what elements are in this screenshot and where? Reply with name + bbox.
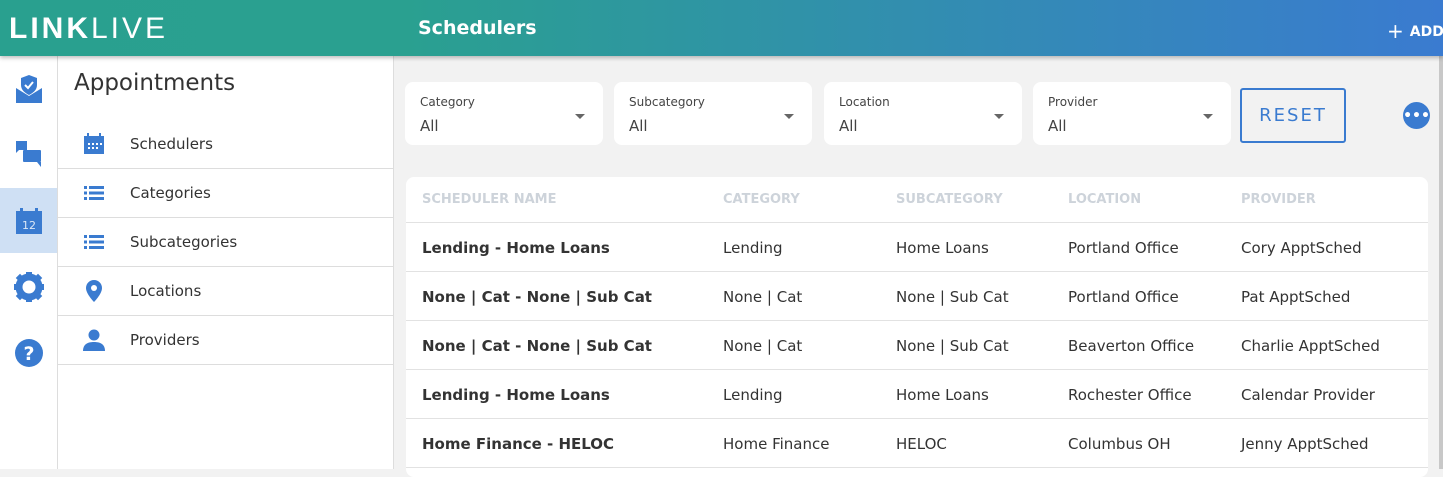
- dropdown-arrow-icon: [994, 114, 1004, 119]
- sidebar: Appointments Schedulers Categories Subca…: [58, 56, 394, 469]
- filter-label: Location: [839, 95, 890, 109]
- reset-button[interactable]: RESET: [1240, 88, 1346, 143]
- table-cell: None | Sub Cat: [896, 288, 1009, 306]
- help-icon: ?: [14, 338, 43, 367]
- logo-light: LIVE: [91, 12, 169, 45]
- column-header[interactable]: SUBCATEGORY: [896, 192, 1003, 207]
- location-pin-icon: [86, 280, 102, 302]
- rail-item-chat[interactable]: [0, 121, 57, 186]
- table-row[interactable]: None | Cat - None | Sub Cat None | Cat Non…: [406, 321, 1428, 370]
- table-cell: Rochester Office: [1068, 386, 1192, 404]
- table-cell: Columbus OH: [1068, 435, 1171, 453]
- column-header[interactable]: PROVIDER: [1241, 192, 1316, 207]
- sidebar-item-locations[interactable]: Locations: [58, 267, 393, 316]
- table-cell: Cory ApptSched: [1241, 239, 1362, 257]
- more-options-icon[interactable]: •••: [1403, 102, 1430, 129]
- shield-mail-icon: [15, 74, 42, 103]
- filter-label: Subcategory: [629, 95, 705, 109]
- list-icon: [84, 186, 104, 200]
- rail-item-calendar[interactable]: 12: [0, 188, 57, 253]
- logo-bold: LINK: [9, 12, 91, 45]
- sidebar-item-categories[interactable]: Categories: [58, 169, 393, 218]
- dropdown-arrow-icon: [575, 114, 585, 119]
- table-row[interactable]: Lending - Home Loans Lending Home Loans Por…: [406, 223, 1428, 272]
- schedulers-table: SCHEDULER NAME CATEGORY SUBCATEGORY LOCA…: [406, 177, 1428, 477]
- sidebar-item-providers[interactable]: Providers: [58, 316, 393, 365]
- table-row[interactable]: Home Finance - HELOC Home Finance HELOC Col…: [406, 419, 1428, 468]
- filter-label: Category: [420, 95, 475, 109]
- rail-item-shield-mail[interactable]: [0, 56, 57, 121]
- filter-label: Provider: [1048, 95, 1098, 109]
- sidebar-item-label: Schedulers: [130, 135, 213, 153]
- person-icon: [83, 329, 105, 351]
- dropdown-arrow-icon: [1203, 114, 1213, 119]
- table-cell: Pat ApptSched: [1241, 288, 1351, 306]
- scrollbar[interactable]: [1439, 56, 1443, 469]
- plus-icon: +: [1387, 19, 1404, 43]
- sidebar-item-subcategories[interactable]: Subcategories: [58, 218, 393, 267]
- page-title: Schedulers: [418, 17, 537, 39]
- sidebar-title: Appointments: [74, 70, 236, 96]
- gear-icon: [13, 271, 44, 302]
- category-filter[interactable]: Category All: [405, 82, 603, 145]
- table-cell: None | Cat - None | Sub Cat: [422, 337, 652, 355]
- table-row[interactable]: Lending - Home Loans Lending Home Loans Roc…: [406, 370, 1428, 419]
- table-row[interactable]: None | Cat - None | Sub Cat None | Cat Non…: [406, 272, 1428, 321]
- table-cell: None | Sub Cat: [896, 337, 1009, 355]
- app-header: LINKLIVE Schedulers + ADD: [0, 0, 1443, 56]
- logo[interactable]: LINKLIVE: [9, 14, 168, 44]
- table-cell: None | Cat - None | Sub Cat: [422, 288, 652, 306]
- table-cell: Home Loans: [896, 386, 989, 404]
- table-cell: Home Finance: [723, 435, 830, 453]
- sidebar-item-label: Locations: [130, 282, 202, 300]
- filter-value: All: [1048, 117, 1067, 135]
- filter-value: All: [839, 117, 858, 135]
- sidebar-item-label: Categories: [130, 184, 211, 202]
- chat-icon: [15, 140, 41, 167]
- calendar-icon: 12: [15, 207, 42, 234]
- table-cell: HELOC: [896, 435, 947, 453]
- table-cell: Home Loans: [896, 239, 989, 257]
- table-cell: None | Cat: [723, 288, 803, 306]
- rail-item-help[interactable]: ?: [0, 320, 57, 385]
- svg-text:12: 12: [22, 219, 36, 232]
- filter-value: All: [420, 117, 439, 135]
- add-button[interactable]: + ADD: [1387, 19, 1443, 43]
- column-header[interactable]: LOCATION: [1068, 192, 1142, 207]
- sidebar-item-label: Subcategories: [130, 233, 238, 251]
- table-cell: Jenny ApptSched: [1241, 435, 1369, 453]
- rail-item-settings[interactable]: [0, 254, 57, 319]
- subcategory-filter[interactable]: Subcategory All: [614, 82, 812, 145]
- column-header[interactable]: CATEGORY: [723, 192, 800, 207]
- provider-filter[interactable]: Provider All: [1033, 82, 1231, 145]
- svg-text:?: ?: [23, 343, 34, 365]
- table-cell: Lending - Home Loans: [422, 386, 610, 404]
- table-cell: Home Finance - HELOC: [422, 435, 615, 453]
- dropdown-arrow-icon: [784, 114, 794, 119]
- filter-value: All: [629, 117, 648, 135]
- table-header: SCHEDULER NAME CATEGORY SUBCATEGORY LOCA…: [406, 177, 1428, 223]
- table-cell: Lending: [723, 386, 783, 404]
- icon-rail: 12 ?: [0, 56, 58, 469]
- table-cell: Lending: [723, 239, 783, 257]
- location-filter[interactable]: Location All: [824, 82, 1022, 145]
- column-header[interactable]: SCHEDULER NAME: [422, 192, 557, 207]
- sidebar-item-label: Providers: [130, 331, 200, 349]
- table-cell: Portland Office: [1068, 239, 1179, 257]
- table-cell: Lending - Home Loans: [422, 239, 610, 257]
- add-label: ADD: [1409, 24, 1443, 40]
- calendar-icon: [84, 133, 104, 154]
- table-cell: Calendar Provider: [1241, 386, 1375, 404]
- table-cell: Beaverton Office: [1068, 337, 1195, 355]
- table-cell: Portland Office: [1068, 288, 1179, 306]
- table-cell: Charlie ApptSched: [1241, 337, 1380, 355]
- list-icon: [84, 235, 104, 249]
- sidebar-item-schedulers[interactable]: Schedulers: [58, 120, 393, 169]
- table-cell: None | Cat: [723, 337, 803, 355]
